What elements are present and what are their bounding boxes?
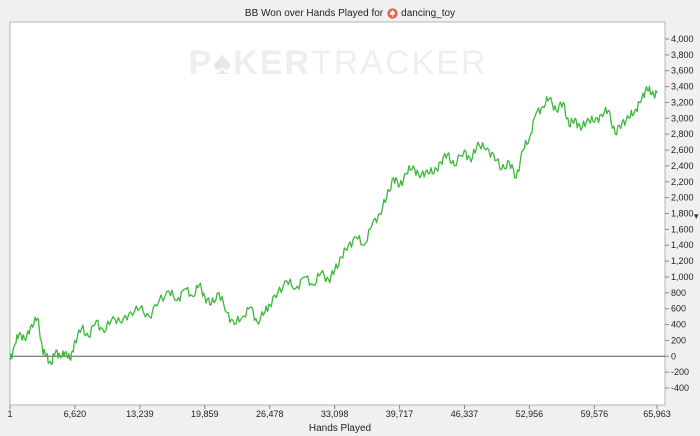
y-tick-label: 1,000 xyxy=(671,272,694,282)
x-tick-label: 26,478 xyxy=(256,409,284,419)
y-tick-label: 1,200 xyxy=(671,256,694,266)
pokertracker-watermark: P♠KERTRACKER xyxy=(188,44,487,82)
chart-title: BB Won over Hands Played for dancing_toy xyxy=(0,5,700,21)
y-tick-label: 2,000 xyxy=(671,193,694,203)
y-tick-label: 4,000 xyxy=(671,34,694,44)
y-tick-label: -400 xyxy=(671,383,689,393)
y-tick-label: 1,400 xyxy=(671,240,694,250)
y-tick-label: 3,200 xyxy=(671,97,694,107)
x-tick-label: 33,098 xyxy=(321,409,349,419)
y-tick-label: 3,800 xyxy=(671,50,694,60)
x-tick-label: 39,717 xyxy=(386,409,414,419)
x-tick-label: 65,963 xyxy=(643,409,671,419)
y-axis: -400 -200 0 200 400 600 800 1,000 1,200 1,400 1,60… xyxy=(665,34,694,393)
y-tick-label: 1,800 xyxy=(671,209,694,219)
y-tick-label: 3,000 xyxy=(671,113,694,123)
x-tick-label: 52,956 xyxy=(516,409,544,419)
player-name: dancing_toy xyxy=(401,7,456,19)
player-label: dancing_toy xyxy=(387,8,455,19)
chart-title-prefix: BB Won over Hands Played for xyxy=(244,7,384,19)
y-tick-label: 3,400 xyxy=(671,82,694,92)
x-tick-label: 1 xyxy=(7,409,12,419)
x-tick-label: 46,337 xyxy=(451,409,479,419)
x-tick-label: 13,239 xyxy=(126,409,154,419)
x-axis: 1 6,620 13,239 19,859 26,478 33,098 39,717 46,3… xyxy=(7,405,671,419)
y-tick-label: 2,400 xyxy=(671,161,694,171)
y-tick-label: 1,600 xyxy=(671,224,694,234)
plot-area xyxy=(9,21,666,406)
y-tick-label: 400 xyxy=(671,320,686,330)
x-tick-label: 19,859 xyxy=(191,409,219,419)
y-tick-label: 200 xyxy=(671,335,686,345)
y-tick-label: 800 xyxy=(671,288,686,298)
axis-menu-icon[interactable]: ▾ xyxy=(694,211,699,221)
x-tick-label: 6,620 xyxy=(64,409,87,419)
y-tick-label: 2,600 xyxy=(671,145,694,155)
x-axis-label: Hands Played xyxy=(308,423,372,434)
y-tick-label: 3,600 xyxy=(671,66,694,76)
y-tick-label: 0 xyxy=(671,351,676,361)
x-tick-label: 59,576 xyxy=(581,409,609,419)
y-tick-label: 2,200 xyxy=(671,177,694,187)
y-tick-label: 600 xyxy=(671,304,686,314)
y-tick-label: -200 xyxy=(671,367,689,377)
spade-icon xyxy=(387,7,398,19)
y-tick-label: 2,800 xyxy=(671,129,694,139)
series-line-bb-won xyxy=(9,85,658,365)
